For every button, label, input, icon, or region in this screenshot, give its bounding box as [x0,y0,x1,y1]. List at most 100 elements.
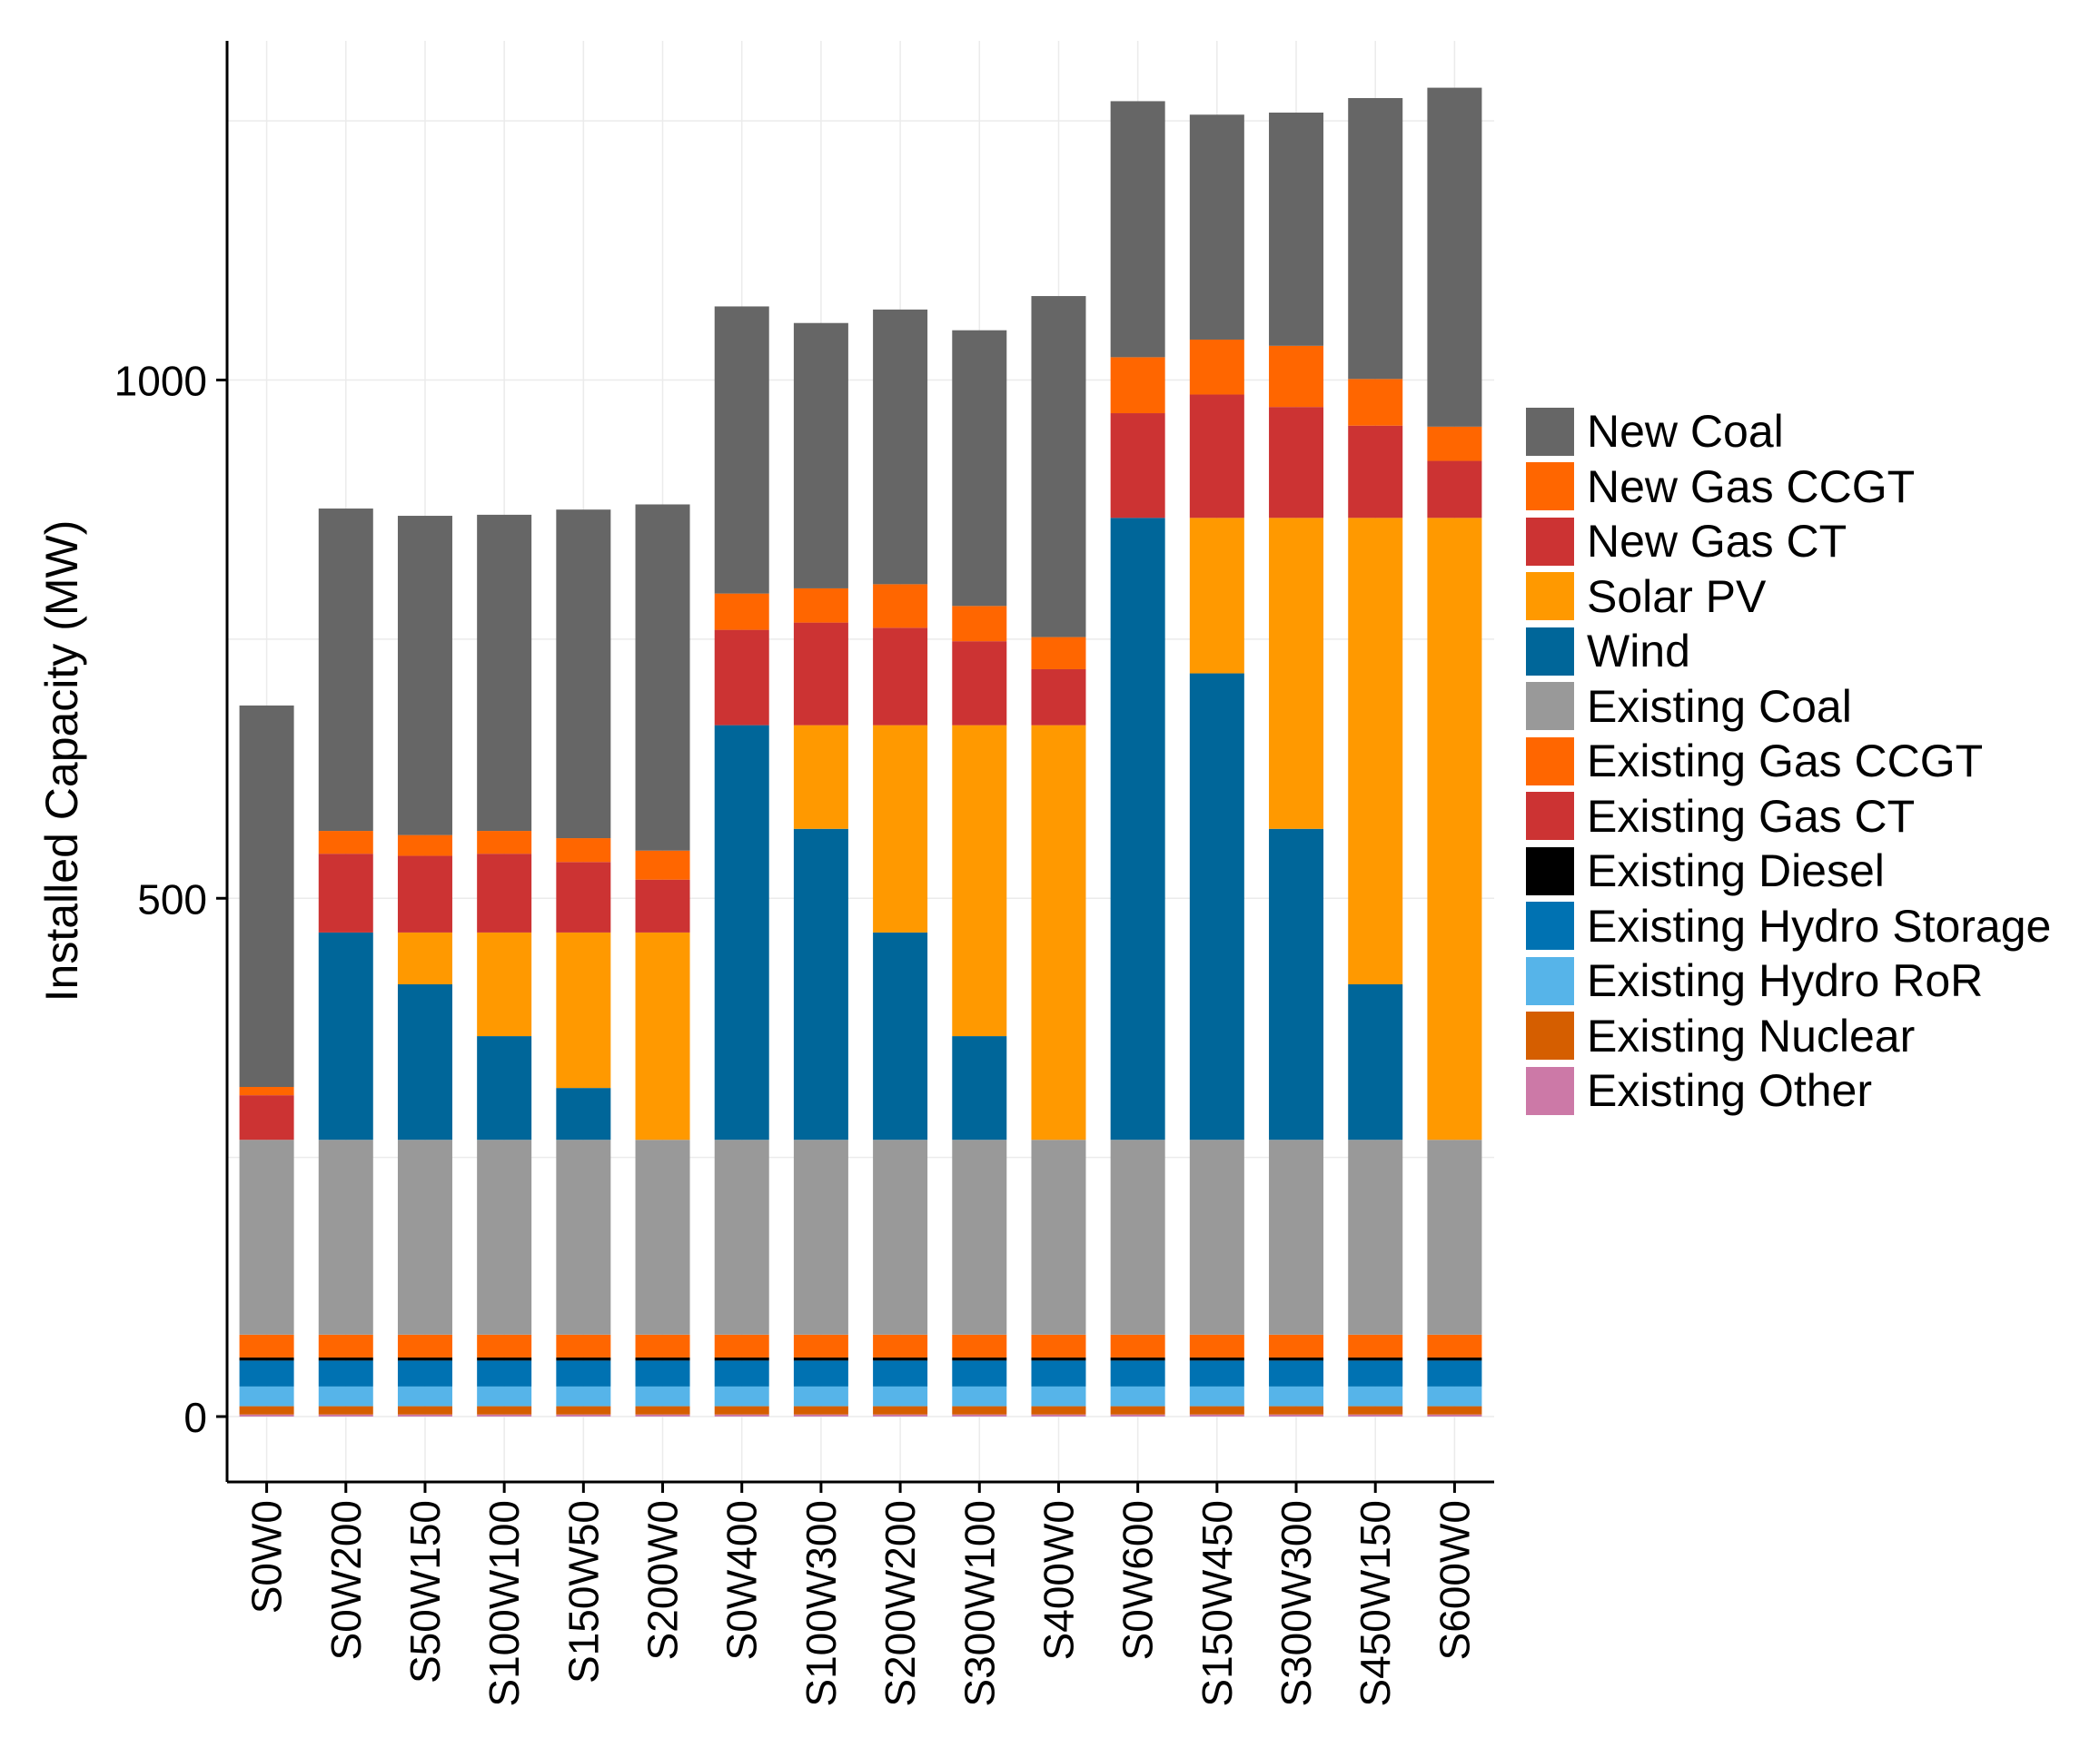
y-tick-label: 0 [183,1394,207,1441]
bar-segment-existing-other-s400w0 [1031,1414,1086,1417]
bar-segment-existing-hydro-storage-s0w600 [1110,1360,1165,1387]
bar-segment-wind-s300w300 [1269,828,1324,1141]
bar-segment-existing-coal-s0w0 [239,1140,294,1335]
bar-segment-new-gas-ccgt-s300w300 [1269,345,1324,408]
bar-segment-existing-other-s450w150 [1348,1414,1403,1417]
bar-segment-existing-hydro-storage-s200w0 [635,1360,690,1387]
bar-segment-new-coal-s400w0 [1031,296,1086,637]
bar-segment-wind-s450w150 [1348,983,1403,1141]
bar-segment-new-coal-s300w300 [1269,112,1324,346]
bar-segment-existing-other-s50w150 [397,1414,452,1417]
bar-segment-new-gas-ccgt-s300w100 [952,606,1007,642]
legend-item: Existing Gas CCGT [1526,734,2051,789]
bar-segment-existing-diesel-s200w200 [873,1357,928,1361]
bar-segment-new-gas-ccgt-s600w0 [1427,426,1482,461]
bar-segment-wind-s0w400 [714,725,769,1141]
legend-label: Wind [1587,626,1690,677]
bar-segment-existing-other-s300w300 [1269,1414,1324,1417]
bar-segment-existing-hydro-ror-s200w200 [873,1386,928,1407]
bar-segment-new-coal-s300w100 [952,330,1007,607]
bar-segment-existing-coal-s400w0 [1031,1140,1086,1335]
bar-segment-existing-hydro-storage-s450w150 [1348,1360,1403,1387]
bar-segment-existing-nuclear-s50w150 [397,1406,452,1415]
legend-item: Existing Diesel [1526,844,2051,899]
bar-segment-existing-nuclear-s100w300 [793,1406,848,1415]
bar-segment-wind-s100w300 [793,828,848,1141]
bar-segment-new-gas-ccgt-s150w450 [1189,339,1244,395]
bar-segment-new-gas-ct-s150w450 [1189,394,1244,518]
bar-segment-new-coal-s100w100 [477,514,532,832]
bar-segment-existing-hydro-ror-s450w150 [1348,1386,1403,1407]
bar-segment-solar-pv-s400w0 [1031,725,1086,1141]
bar-segment-existing-gas-ccgt-s200w0 [635,1334,690,1358]
bar-segment-existing-hydro-storage-s600w0 [1427,1360,1482,1387]
bar-segment-existing-diesel-s150w450 [1189,1357,1244,1361]
bar-segment-wind-s300w100 [952,1036,1007,1141]
bar-segment-solar-pv-s300w100 [952,725,1007,1037]
bar-segment-solar-pv-s300w300 [1269,518,1324,829]
bar-segment-wind-s50w150 [397,983,452,1141]
x-tick-label: S200W0 [639,1500,687,1660]
bar-segment-existing-nuclear-s0w0 [239,1406,294,1415]
bar-segment-existing-hydro-storage-s0w400 [714,1360,769,1387]
bar-segment-solar-pv-s100w300 [793,725,848,829]
legend-label: Existing Other [1587,1065,1873,1117]
legend-label: Existing Hydro Storage [1587,900,2052,952]
x-tick-label: S300W100 [956,1500,1003,1707]
legend-label: New Coal [1587,406,1784,458]
bar-segment-new-coal-s200w200 [873,309,928,585]
y-axis-label: Installed Capacity (MW) [36,520,87,1002]
legend-item: Existing Gas CT [1526,789,2051,844]
legend-item: New Gas CCGT [1526,459,2051,515]
bar-segment-new-gas-ct-s200w0 [635,879,690,933]
legend-item: Existing Other [1526,1063,2051,1119]
bar-segment-existing-other-s0w200 [318,1414,373,1417]
x-tick-label: S0W0 [243,1500,291,1614]
bar-segment-new-coal-s0w200 [318,509,373,832]
y-tick-label: 500 [137,875,207,923]
bar-segment-existing-other-s150w50 [556,1414,611,1417]
bar-segment-existing-nuclear-s0w600 [1110,1406,1165,1415]
bar-segment-new-coal-s0w0 [239,705,294,1088]
bar-segment-new-coal-s0w400 [714,306,769,594]
legend-item: New Coal [1526,404,2051,459]
bar-segment-wind-s200w200 [873,932,928,1141]
x-tick-label: S150W50 [560,1500,607,1684]
bar-segment-existing-nuclear-s100w100 [477,1406,532,1415]
bar-segment-new-coal-s100w300 [793,322,848,588]
legend-label: Existing Nuclear [1587,1010,1916,1062]
bar-segment-existing-other-s0w400 [714,1414,769,1417]
legend-item: Existing Nuclear [1526,1009,2051,1064]
bars [239,87,1482,1417]
bar-segment-existing-diesel-s450w150 [1348,1357,1403,1361]
x-tick-label: S300W300 [1273,1500,1320,1707]
bar-segment-existing-nuclear-s150w450 [1189,1406,1244,1415]
bar-segment-existing-diesel-s400w0 [1031,1357,1086,1361]
bar-segment-existing-hydro-ror-s200w0 [635,1386,690,1407]
bar-segment-existing-hydro-ror-s50w150 [397,1386,452,1407]
bar-segment-existing-hydro-storage-s100w100 [477,1360,532,1387]
legend-label: Existing Coal [1587,680,1852,732]
legend-label: Existing Hydro RoR [1587,955,1984,1007]
bar-segment-wind-s100w100 [477,1036,532,1141]
bar-segment-new-coal-s0w600 [1110,101,1165,358]
bar-segment-wind-s0w600 [1110,518,1165,1141]
bar-segment-existing-coal-s450w150 [1348,1140,1403,1335]
bar-segment-existing-hydro-storage-s150w50 [556,1360,611,1387]
bar-segment-existing-hydro-ror-s300w300 [1269,1386,1324,1407]
legend-swatch [1526,1066,1574,1115]
bar-segment-solar-pv-s150w50 [556,932,611,1089]
x-tick-label: S150W450 [1194,1500,1241,1707]
legend-swatch [1526,627,1574,676]
legend-swatch [1526,956,1574,1005]
bar-segment-existing-other-s200w0 [635,1414,690,1417]
bar-segment-new-gas-ct-s0w200 [318,854,373,933]
x-tick-label: S100W100 [480,1500,528,1707]
legend-item: Solar PV [1526,569,2051,625]
legend-label: New Gas CT [1587,516,1847,568]
bar-segment-existing-gas-ccgt-s200w200 [873,1334,928,1358]
bar-segment-existing-nuclear-s300w300 [1269,1406,1324,1415]
bar-segment-existing-other-s200w200 [873,1414,928,1417]
bar-segment-new-gas-ct-s300w100 [952,641,1007,726]
bar-segment-solar-pv-s150w450 [1189,518,1244,674]
